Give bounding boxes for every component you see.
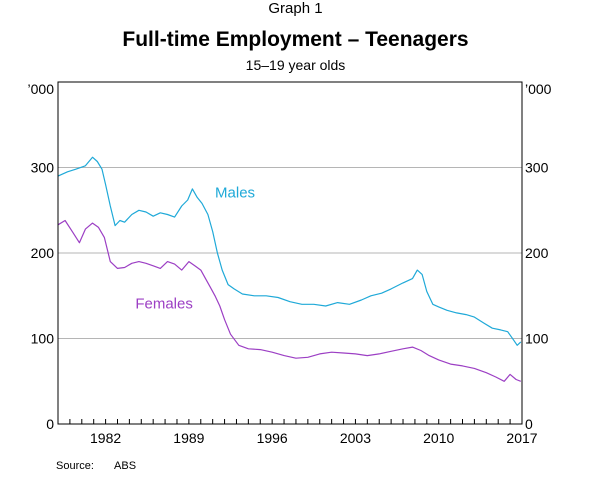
x-tick-label: 1996 (257, 430, 288, 446)
axis-labels: 0 0 100 100 200 200 300 300 ’000 ’000 1982 1989 1996… (28, 81, 552, 446)
y-tick-label-left: 0 (46, 416, 54, 432)
series-line-females (57, 219, 522, 382)
y-tick-label-right: 300 (525, 160, 549, 176)
series-label-males: Males (215, 184, 255, 201)
y-tick-label-left: 300 (31, 160, 55, 176)
unit-label-right: ’000 (525, 81, 552, 97)
chart-subtitle: 15–19 year olds (245, 57, 346, 73)
y-tick-label-right: 200 (525, 245, 549, 261)
x-tick-label: 1982 (90, 430, 121, 446)
unit-label-left: ’000 (28, 81, 55, 97)
series-label-females: Females (135, 296, 193, 313)
y-tick-label-left: 200 (31, 245, 55, 261)
x-tick-label: 2017 (506, 430, 537, 446)
plot-frame (57, 81, 523, 425)
source-value: ABS (114, 460, 137, 472)
series-lines (57, 156, 522, 382)
x-tick-label: 2010 (423, 430, 454, 446)
y-tick-label-right: 0 (525, 416, 533, 432)
source-note: Source: ABS (56, 460, 136, 472)
graph-label: Graph 1 (268, 0, 323, 17)
y-tick-label-left: 100 (31, 331, 55, 347)
y-tick-label-right: 100 (525, 331, 549, 347)
x-tick-label: 2003 (340, 430, 371, 446)
gridlines (58, 167, 522, 339)
x-tick-label: 1989 (173, 430, 204, 446)
chart-title: Full-time Employment – Teenagers (122, 28, 469, 51)
source-label: Source: (56, 460, 94, 472)
axis-ticks (57, 419, 523, 424)
series-line-males (57, 156, 522, 346)
series-labels: Males Females (135, 184, 255, 312)
